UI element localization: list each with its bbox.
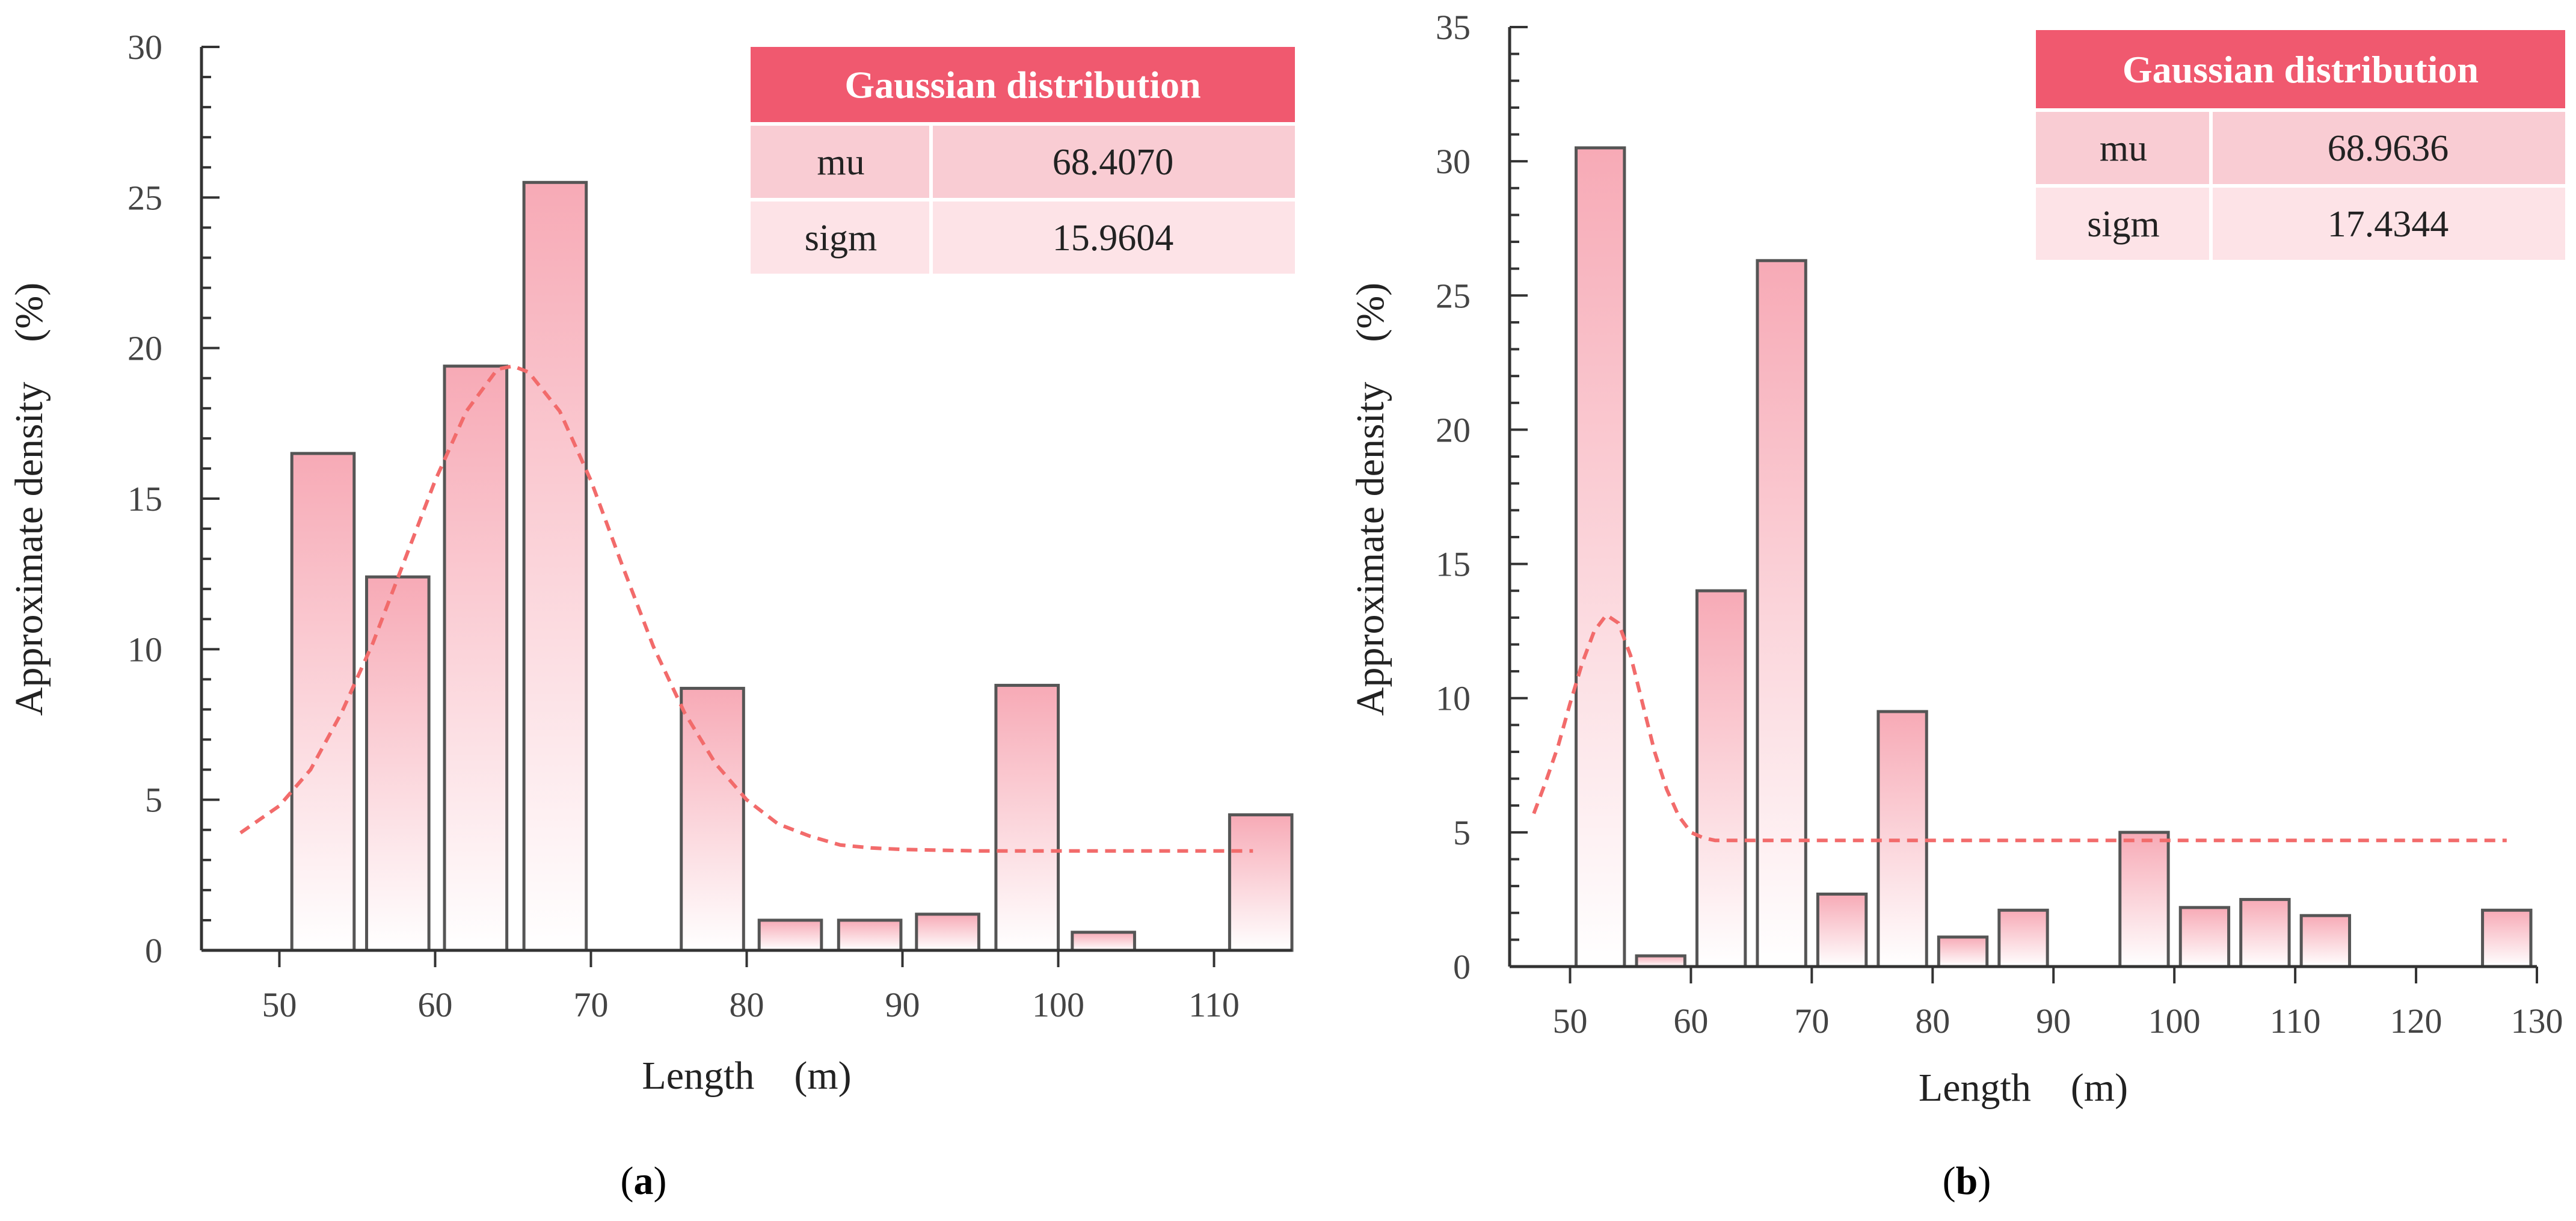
x-tick-label: 70 <box>1794 1001 1829 1041</box>
x-tick-label: 110 <box>2270 1001 2321 1041</box>
y-tick-label: 10 <box>128 630 162 669</box>
y-tick-label: 30 <box>128 28 162 67</box>
table-row-value: 68.4070 <box>1053 142 1174 183</box>
table-header-text: Gaussian distribution <box>844 64 1200 106</box>
table-row-value: 15.9604 <box>1053 218 1174 259</box>
table-label-cell <box>2036 112 2209 184</box>
histogram-bar <box>1228 813 1294 952</box>
table-label-cell <box>751 126 929 198</box>
histogram-bar <box>1756 259 1807 968</box>
y-tick-label: 20 <box>128 329 162 368</box>
panel-label: a <box>634 1159 654 1203</box>
y-tick-label: 30 <box>1436 142 1471 181</box>
y-tick-label: 15 <box>128 479 162 518</box>
y-tick-label: 10 <box>1436 679 1471 718</box>
histogram-bar <box>915 912 980 952</box>
x-tick-label: 90 <box>2036 1001 2071 1041</box>
x-tick-label: 60 <box>1673 1001 1708 1041</box>
x-tick-label: 70 <box>574 985 609 1024</box>
x-tick-label: 100 <box>2148 1001 2201 1041</box>
histogram-bar <box>1635 954 1686 968</box>
table-value-cell <box>2213 112 2565 184</box>
x-tick-label: 130 <box>2511 1001 2563 1041</box>
histogram-bar <box>2239 897 2291 968</box>
x-tick-label: 50 <box>1552 1001 1587 1041</box>
x-tick-label: 90 <box>885 985 920 1024</box>
histogram-bar <box>2299 914 2352 968</box>
table-value-cell <box>933 126 1295 198</box>
histogram-bar <box>1816 893 1868 968</box>
y-tick-label: 0 <box>145 931 162 970</box>
histogram-bar <box>290 452 356 952</box>
table-label-cell <box>2036 188 2209 260</box>
table-row-value: 68.9636 <box>2328 128 2449 169</box>
panel-caption: (b) <box>1943 1159 1991 1203</box>
y-tick-label: 5 <box>145 781 162 820</box>
table-header-text: Gaussian distribution <box>2123 48 2479 91</box>
table-value-cell <box>2213 188 2565 260</box>
chart-panel-a: 0 5 10 15 20 25 30 50 60 70 80 90 100 110 Length (m) Ap… <box>7 28 1295 1203</box>
x-tick-label: 80 <box>1915 1001 1950 1041</box>
table-row-label: mu <box>817 142 864 183</box>
histogram-bar <box>1071 930 1136 952</box>
table-label-cell <box>751 201 929 274</box>
table-row-label: mu <box>2100 128 2147 169</box>
x-tick-label: 80 <box>730 985 764 1024</box>
x-tick-label: 60 <box>418 985 453 1024</box>
histogram-bar <box>522 180 588 952</box>
y-axis-title: Approximate density (%) <box>1348 283 1392 716</box>
table-row-label: sigm <box>2087 204 2160 245</box>
y-tick-label: 25 <box>1436 276 1471 315</box>
histogram-bar <box>2481 908 2533 968</box>
gaussian-stats-table: Gaussian distribution mu 68.4070 sigm 15.960… <box>751 47 1295 274</box>
histogram-bar <box>365 575 431 952</box>
y-tick-label: 25 <box>128 178 162 217</box>
panel-caption: (a) <box>621 1159 667 1203</box>
table-header-cell <box>2036 30 2565 108</box>
histogram-bar <box>1997 908 2049 968</box>
gaussian-fit-curve <box>239 364 1253 853</box>
histogram-bar <box>2118 831 2170 968</box>
chart-panel-b: 0 5 10 15 20 25 30 35 50 60 70 80 90 100 110 120 130 Leng… <box>1348 8 2565 1203</box>
x-tick-label: 100 <box>1032 985 1084 1024</box>
histogram-bar <box>1877 710 1928 968</box>
x-axis-title: Length (m) <box>1919 1066 2128 1110</box>
histogram-bar <box>2178 906 2231 968</box>
histogram-bar <box>1937 935 1989 968</box>
histogram-bar <box>1695 589 1747 968</box>
histogram-bar <box>757 918 823 952</box>
histogram-bar <box>680 686 745 952</box>
gaussian-fit-curve <box>1532 612 2507 843</box>
table-row-value: 17.4344 <box>2328 204 2449 245</box>
y-tick-label: 20 <box>1436 410 1471 449</box>
y-tick-label: 0 <box>1453 947 1471 986</box>
y-axis-title: Approximate density (%) <box>7 283 51 716</box>
x-axis-title: Length (m) <box>642 1054 851 1098</box>
table-row-label: sigm <box>805 218 878 259</box>
y-tick-label: 15 <box>1436 545 1471 584</box>
gaussian-stats-table: Gaussian distribution mu 68.9636 sigm 17.434… <box>2036 30 2565 260</box>
panel-label: b <box>1956 1159 1978 1203</box>
histogram-bar <box>994 683 1060 952</box>
y-tick-label: 35 <box>1436 8 1471 47</box>
x-tick-label: 110 <box>1188 985 1240 1024</box>
y-tick-label: 5 <box>1453 813 1471 852</box>
table-value-cell <box>933 201 1295 274</box>
x-tick-label: 120 <box>2390 1001 2442 1041</box>
table-header-cell <box>751 47 1295 122</box>
x-tick-label: 50 <box>262 985 297 1024</box>
histogram-bar <box>443 364 509 952</box>
histogram-bar <box>837 918 903 952</box>
histogram-bar <box>1575 146 1626 968</box>
